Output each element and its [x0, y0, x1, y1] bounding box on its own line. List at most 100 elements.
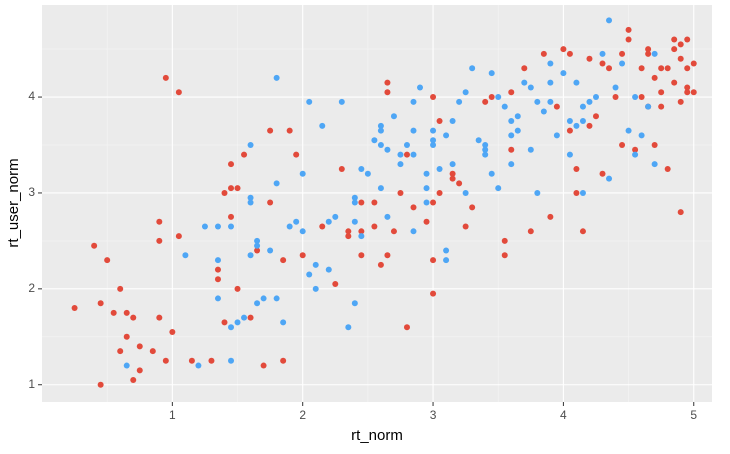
point	[553, 103, 560, 110]
point	[358, 233, 365, 240]
point	[221, 319, 228, 326]
point	[632, 146, 639, 153]
point	[345, 228, 352, 235]
point	[332, 213, 339, 220]
point	[319, 122, 326, 129]
point	[566, 50, 573, 57]
point	[175, 89, 182, 96]
point	[430, 199, 437, 206]
point	[293, 218, 300, 225]
point	[540, 108, 547, 115]
point	[377, 261, 384, 268]
point	[214, 295, 221, 302]
point	[443, 257, 450, 264]
point	[325, 218, 332, 225]
point	[208, 357, 215, 364]
point	[110, 309, 117, 316]
point	[104, 257, 111, 264]
point	[299, 252, 306, 259]
point	[579, 189, 586, 196]
point	[423, 199, 430, 206]
point	[214, 257, 221, 264]
point	[273, 180, 280, 187]
point	[91, 242, 98, 249]
point	[351, 199, 358, 206]
point	[397, 151, 404, 158]
point	[228, 185, 235, 192]
point	[632, 94, 639, 101]
point	[566, 151, 573, 158]
point	[260, 362, 267, 369]
point	[234, 185, 241, 192]
point	[410, 151, 417, 158]
point	[123, 309, 130, 316]
point	[619, 142, 626, 149]
point	[358, 165, 365, 172]
point	[540, 50, 547, 57]
point	[403, 151, 410, 158]
point	[247, 314, 254, 321]
point	[488, 70, 495, 77]
point	[456, 98, 463, 105]
point	[469, 65, 476, 72]
point	[358, 228, 365, 235]
x-axis-title: rt_norm	[351, 427, 403, 444]
point	[482, 146, 489, 153]
point	[214, 266, 221, 273]
point	[221, 189, 228, 196]
point	[371, 137, 378, 144]
point	[514, 113, 521, 120]
point	[136, 343, 143, 350]
point	[632, 151, 639, 158]
point	[521, 65, 528, 72]
point	[547, 213, 554, 220]
point	[495, 185, 502, 192]
point	[254, 242, 261, 249]
point	[162, 74, 169, 81]
point	[364, 170, 371, 177]
point	[403, 142, 410, 149]
point	[521, 79, 528, 86]
point	[156, 218, 163, 225]
point	[606, 17, 613, 24]
point	[592, 94, 599, 101]
point	[599, 50, 606, 57]
point	[286, 223, 293, 230]
point	[638, 132, 645, 139]
point	[677, 98, 684, 105]
y-tick-label: 1	[28, 377, 35, 391]
point	[306, 98, 313, 105]
point	[423, 185, 430, 192]
point	[345, 233, 352, 240]
point	[195, 362, 202, 369]
point	[130, 314, 137, 321]
point	[651, 142, 658, 149]
point	[267, 199, 274, 206]
point	[280, 357, 287, 364]
point	[606, 175, 613, 182]
point	[677, 41, 684, 48]
point	[247, 252, 254, 259]
point	[397, 189, 404, 196]
point	[430, 137, 437, 144]
point	[645, 50, 652, 57]
point	[508, 89, 515, 96]
point	[501, 237, 508, 244]
point	[417, 84, 424, 91]
point	[475, 137, 482, 144]
point	[684, 84, 691, 91]
point	[501, 252, 508, 259]
point	[299, 228, 306, 235]
point	[449, 170, 456, 177]
point	[228, 223, 235, 230]
point	[573, 165, 580, 172]
point	[619, 50, 626, 57]
point	[338, 165, 345, 172]
point	[579, 118, 586, 125]
point	[267, 127, 274, 134]
point	[599, 60, 606, 67]
point	[280, 257, 287, 264]
point	[547, 79, 554, 86]
point	[534, 189, 541, 196]
